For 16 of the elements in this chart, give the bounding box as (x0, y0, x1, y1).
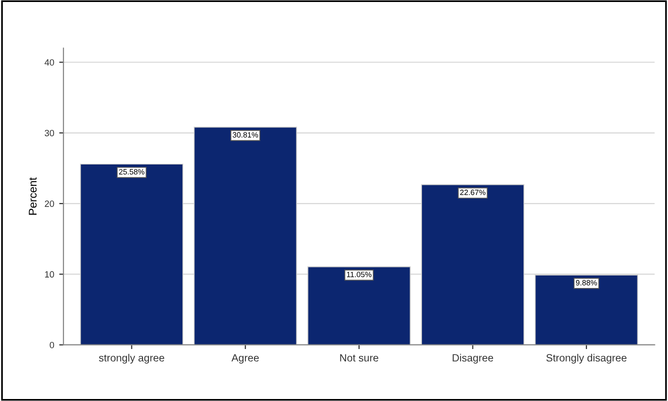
bar (534, 274, 638, 345)
bar (194, 126, 297, 345)
y-tick-label: 0 (50, 342, 54, 348)
x-tick-label: Not sure (340, 354, 378, 362)
x-tick-label: Disagree (452, 354, 494, 364)
y-tick-label: 10 (45, 271, 54, 278)
y-tick-label: 20 (44, 200, 54, 207)
bar (307, 266, 411, 345)
y-tick-label: 30 (44, 130, 54, 136)
x-tick-label: Agree (231, 354, 259, 364)
y-tick-label: 40 (44, 59, 54, 66)
x-tick-label: Strongly disagree (546, 354, 626, 364)
bar (421, 184, 524, 345)
y-axis-title: Percent (28, 177, 37, 215)
x-tick-label: strongly agree (98, 354, 164, 364)
bar (80, 164, 184, 345)
